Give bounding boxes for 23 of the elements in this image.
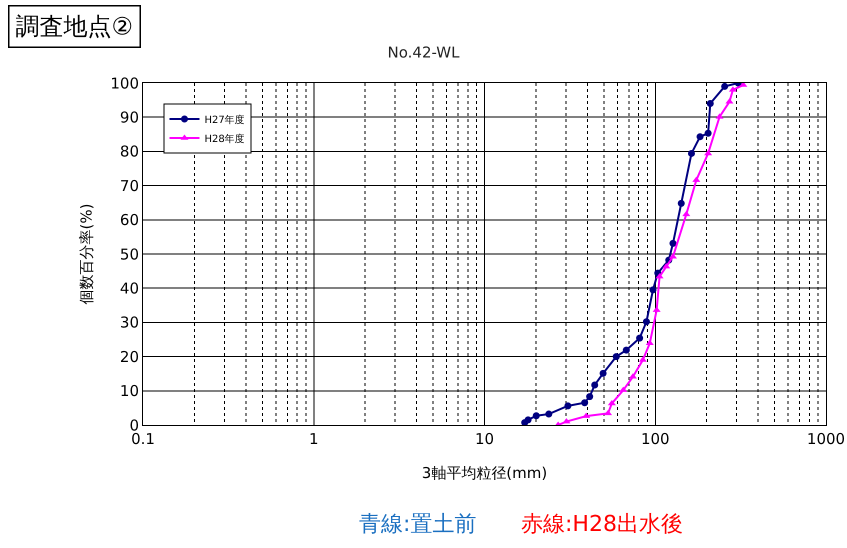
y-tick-label: 70 (120, 176, 139, 195)
y-axis-title: 個数百分率(%) (78, 204, 96, 304)
y-tick-label: 60 (120, 211, 139, 230)
text: 赤線:H28出水後 (521, 512, 683, 537)
y-tick-label: 100 (110, 74, 139, 92)
x-tick-label: 1000 (806, 430, 846, 448)
x-tick-label: 100 (640, 430, 670, 448)
y-tick-label: 90 (120, 108, 139, 126)
y-tick-label: 80 (120, 142, 139, 161)
legend-label: H27年度 (204, 114, 245, 126)
x-tick-label: 1 (308, 430, 319, 448)
x-axis-title: 3軸平均粒径(mm) (422, 464, 548, 482)
y-tick-label: 50 (120, 245, 139, 264)
x-tick-label: 0.1 (131, 430, 155, 448)
x-tick-label: 10 (474, 430, 494, 448)
y-tick-label: 40 (120, 279, 139, 298)
chart-title: No.42-WL (388, 43, 460, 62)
legend-label: H28年度 (204, 132, 245, 145)
y-tick-label: 30 (120, 314, 139, 332)
y-tick-label: 10 (120, 382, 139, 400)
text: 調査地点② (16, 12, 134, 40)
y-tick-label: 20 (120, 348, 139, 366)
text: 青線:置土前 (359, 512, 476, 537)
